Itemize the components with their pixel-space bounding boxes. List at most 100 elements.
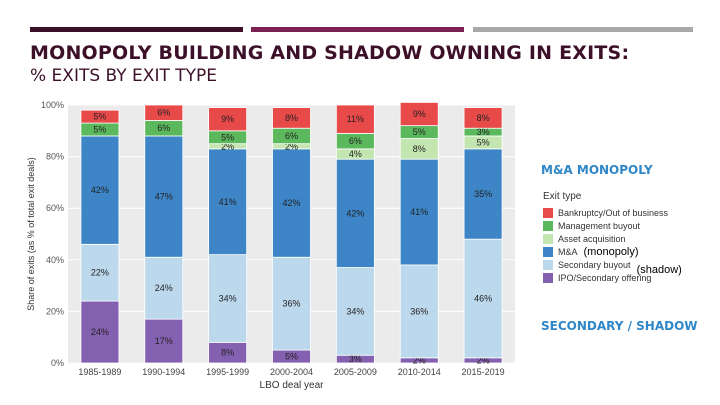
- bar-segment-secondary-buyout: [335, 267, 375, 356]
- y-tick-label: 60%: [46, 203, 64, 213]
- data-label: 6%: [157, 108, 170, 118]
- bar-segment-m-a: [208, 148, 248, 256]
- data-label: 42%: [282, 198, 300, 208]
- note-shadow: SECONDARY / SHADOW: [541, 319, 698, 333]
- x-tick-label: 1985-1989: [78, 367, 121, 377]
- slide-subtitle: % EXITS BY EXIT TYPE: [30, 66, 218, 86]
- bar-segment-m-a: [463, 148, 503, 240]
- legend-label: IPO/Secondary offering: [558, 272, 652, 283]
- data-label: 5%: [93, 125, 106, 135]
- bar-segment-m-a: [80, 135, 120, 245]
- bar-segment-m-a: [399, 158, 439, 266]
- data-label: 6%: [349, 136, 362, 146]
- bar-segment-bankruptcy-out-of-business: [399, 102, 439, 127]
- data-label: 36%: [282, 299, 300, 309]
- data-label: 8%: [285, 113, 298, 123]
- x-axis-label: LBO deal year: [260, 380, 325, 391]
- data-label: 2%: [221, 141, 234, 151]
- legend-item-m-a: M&A (monopoly): [543, 245, 682, 258]
- note-monopoly: M&A MONOPOLY: [541, 163, 653, 177]
- data-label: 4%: [349, 149, 362, 159]
- data-label: 5%: [221, 132, 234, 142]
- chart-legend: Bankruptcy/Out of business Management buy…: [543, 206, 682, 284]
- annotation-monopoly: (monopoly): [583, 245, 639, 258]
- y-tick-label: 20%: [46, 306, 64, 316]
- y-tick-label: 100%: [41, 100, 64, 110]
- bar-segment-secondary-buyout: [208, 254, 248, 343]
- data-label: 41%: [219, 197, 237, 207]
- data-label: 3%: [349, 354, 362, 364]
- legend-item-ipo-secondary-offering: IPO/Secondary offering: [543, 271, 682, 284]
- bar-segment-secondary-buyout: [80, 243, 120, 302]
- header-rule-dark: [30, 27, 243, 32]
- data-label: 36%: [410, 306, 428, 316]
- data-label: 6%: [285, 131, 298, 141]
- legend-label: Bankruptcy/Out of business: [558, 207, 669, 218]
- x-tick-label: 2015-2019: [462, 367, 505, 377]
- stacked-bar-chart: 0% 20% 40% 60% 80% 100% 24% 22% 42% 5% 5% 1985-1989…: [26, 100, 515, 391]
- x-tick-label: 2000-2004: [270, 367, 313, 377]
- data-label: 2%: [285, 141, 298, 151]
- data-label: 8%: [477, 113, 490, 123]
- data-label: 24%: [155, 283, 173, 293]
- x-tick-label: 2005-2009: [334, 367, 377, 377]
- x-tick-label: 2010-2014: [398, 367, 441, 377]
- bar-segment-m-a: [144, 135, 184, 258]
- data-label: 9%: [413, 109, 426, 119]
- legend-item-asset-acquisition: Asset acquisition: [543, 232, 682, 245]
- data-label: 5%: [413, 127, 426, 137]
- data-label: 34%: [219, 294, 237, 304]
- data-label: 5%: [93, 112, 106, 122]
- legend-swatch: [543, 207, 553, 218]
- data-label: 46%: [474, 294, 492, 304]
- data-label: 42%: [91, 185, 109, 195]
- bar-segment-bankruptcy-out-of-business: [208, 107, 248, 132]
- header-rule-mid: [251, 27, 464, 32]
- bar-segment-bankruptcy-out-of-business: [463, 107, 503, 129]
- bar-segment-ipo-secondary-offering: [144, 318, 184, 364]
- legend-item-secondary-buyout: Secondary buyout (shadow): [543, 258, 682, 276]
- data-label: 2%: [477, 355, 490, 365]
- legend-label: Asset acquisition: [558, 233, 626, 244]
- bar-segment-bankruptcy-out-of-business: [272, 107, 311, 129]
- legend-swatch: [543, 259, 553, 270]
- slide-title: MONOPOLY BUILDING AND SHADOW OWNING IN E…: [30, 42, 630, 64]
- x-tick-label: 1990-1994: [142, 367, 185, 377]
- data-label: 8%: [221, 348, 234, 358]
- data-label: 22%: [91, 268, 109, 278]
- bar-segment-secondary-buyout: [272, 256, 311, 351]
- bar-segment-secondary-buyout: [399, 264, 439, 359]
- y-axis-label: Share of exits (as % of total exit deals…: [26, 157, 36, 311]
- legend-label: M&A: [558, 246, 578, 257]
- legend-swatch: [543, 233, 553, 244]
- data-label: 2%: [413, 355, 426, 365]
- x-tick-label: 1995-1999: [206, 367, 249, 377]
- legend-swatch: [543, 246, 553, 257]
- y-tick-label: 80%: [46, 152, 64, 162]
- legend-label: Management buyout: [558, 220, 641, 231]
- bar-segment-bankruptcy-out-of-business: [144, 104, 184, 121]
- y-tick-label: 0%: [51, 358, 64, 368]
- legend-title: Exit type: [543, 191, 582, 202]
- data-label: 24%: [91, 327, 109, 337]
- legend-swatch: [543, 272, 553, 283]
- data-label: 9%: [221, 114, 234, 124]
- data-label: 17%: [155, 336, 173, 346]
- header-rule-gray: [473, 27, 693, 32]
- bar-segment-ipo-secondary-offering: [80, 300, 120, 364]
- data-label: 5%: [285, 352, 298, 362]
- legend-swatch: [543, 220, 553, 231]
- bar-segment-bankruptcy-out-of-business: [335, 104, 375, 134]
- data-label: 11%: [347, 114, 364, 124]
- bar-segment-m-a: [272, 148, 311, 258]
- data-label: 5%: [477, 137, 490, 147]
- annotation-shadow: (shadow): [636, 263, 682, 276]
- bar-segment-secondary-buyout: [144, 256, 184, 320]
- data-label: 6%: [157, 123, 170, 133]
- legend-label: Secondary buyout: [558, 259, 631, 270]
- y-tick-label: 40%: [46, 255, 64, 265]
- data-label: 47%: [155, 192, 173, 202]
- data-label: 8%: [413, 144, 426, 154]
- data-label: 3%: [477, 127, 490, 137]
- data-label: 35%: [474, 189, 492, 199]
